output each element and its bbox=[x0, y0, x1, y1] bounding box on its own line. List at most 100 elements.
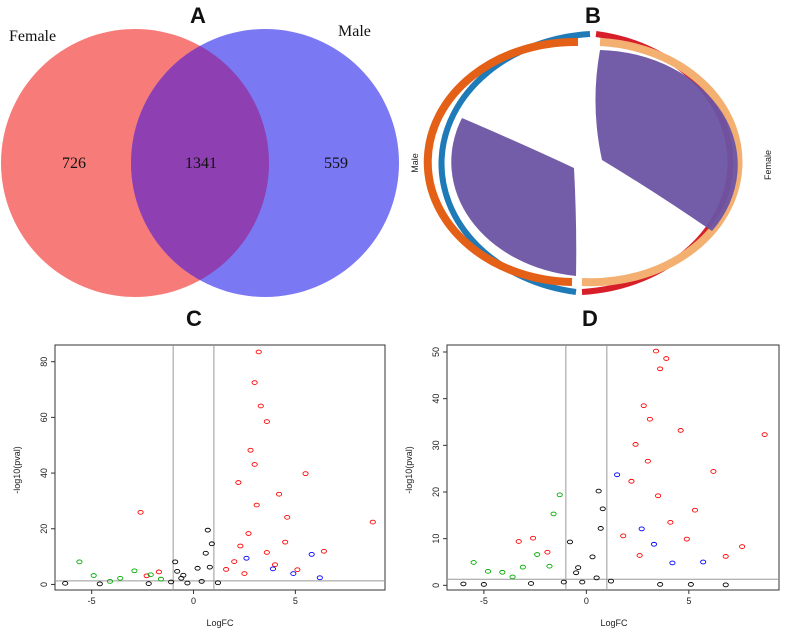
panel-d-point-other bbox=[638, 526, 645, 532]
panel-c-xtick-label: 0 bbox=[191, 596, 196, 606]
panel-c-xtick-label: -5 bbox=[88, 596, 96, 606]
panel-c-point-not-significant bbox=[145, 581, 152, 586]
panel-c-point-up-regulated bbox=[223, 567, 230, 572]
panel-c-point-not-significant bbox=[184, 580, 191, 586]
panel-c-point-not-significant bbox=[62, 580, 69, 586]
panel-c-point-not-significant bbox=[208, 541, 215, 547]
panel-d-point-up-regulated bbox=[628, 478, 635, 484]
panel-c-point-up-regulated bbox=[251, 462, 258, 467]
venn-overlap bbox=[131, 29, 269, 297]
panel-c-point-down-regulated bbox=[157, 576, 164, 582]
panel-d-point-up-regulated bbox=[640, 403, 647, 409]
panel-c-point-up-regulated bbox=[155, 569, 162, 575]
panel-c-point-up-regulated bbox=[143, 573, 150, 579]
panel-c-point-up-regulated bbox=[257, 403, 264, 409]
panel-c-point-up-regulated bbox=[237, 543, 244, 549]
venn-label-male: Male bbox=[338, 23, 371, 40]
chord-label-male: Male bbox=[410, 153, 420, 173]
panel-d-point-up-regulated bbox=[544, 549, 551, 555]
panel-d-point-not-significant bbox=[722, 582, 729, 588]
venn-count-intersection: 1341 bbox=[185, 155, 217, 172]
panel-d-point-not-significant bbox=[579, 579, 586, 585]
panel-d-point-down-regulated bbox=[470, 560, 477, 565]
panel-d-point-down-regulated bbox=[519, 564, 526, 570]
chord-center bbox=[586, 155, 602, 171]
panel-c-ytick-label: 40 bbox=[39, 468, 49, 478]
chord-ribbon-female bbox=[595, 50, 738, 231]
panel-d-point-down-regulated bbox=[550, 511, 557, 517]
panel-d-point-down-regulated bbox=[509, 574, 516, 580]
panel-c-point-other bbox=[243, 555, 250, 561]
panel-c-ytick-label: 0 bbox=[39, 582, 49, 587]
panel-c-axes: -5 0 5 0 20 40 60 80 bbox=[39, 357, 298, 606]
panel-d-point-up-regulated bbox=[530, 535, 537, 541]
panel-c-point-up-regulated bbox=[263, 550, 270, 555]
panel-d-point-not-significant bbox=[593, 575, 600, 581]
panel-d-point-not-significant bbox=[589, 554, 596, 560]
panel-d-point-other bbox=[614, 472, 621, 478]
panel-d-ytick-label: 50 bbox=[431, 347, 441, 357]
panel-d-point-down-regulated bbox=[499, 569, 506, 575]
panel-d-point-up-regulated bbox=[657, 366, 664, 372]
panel-c-point-up-regulated bbox=[251, 380, 258, 385]
panel-d-ytick-label: 40 bbox=[431, 394, 441, 404]
panel-c-point-down-regulated bbox=[90, 573, 97, 578]
panel-d-point-up-regulated bbox=[652, 348, 660, 354]
panel-c-point-not-significant bbox=[206, 564, 213, 570]
chord-inner-arc-male bbox=[423, 37, 579, 286]
panel-c-point-not-significant bbox=[96, 581, 103, 587]
panel-c-point-up-regulated bbox=[137, 509, 144, 515]
panel-c-point-not-significant bbox=[214, 580, 222, 586]
panel-d-point-up-regulated bbox=[691, 507, 699, 513]
panel-c-point-not-significant bbox=[204, 527, 211, 533]
panel-d-point-down-regulated bbox=[534, 552, 541, 557]
panel-c-point-down-regulated bbox=[147, 572, 154, 578]
panel-d-point-not-significant bbox=[480, 582, 487, 587]
panel-d-xtick-label: -5 bbox=[480, 596, 488, 606]
panel-d-point-not-significant bbox=[573, 570, 580, 576]
venn-count-female-only: 726 bbox=[62, 155, 86, 172]
panel-c-xlabel: LogFC bbox=[206, 618, 234, 628]
panel-c-point-down-regulated bbox=[131, 568, 138, 574]
panel-d-point-not-significant bbox=[527, 581, 535, 586]
panel-c-points bbox=[62, 349, 376, 587]
panel-c-point-up-regulated bbox=[302, 471, 309, 476]
panel-c-point-up-regulated bbox=[247, 447, 254, 453]
panel-c-point-up-regulated bbox=[282, 539, 289, 545]
chord-ribbon-male bbox=[451, 118, 577, 276]
panel-d-point-not-significant bbox=[560, 579, 567, 585]
panel-d-points bbox=[460, 348, 768, 588]
panel-c-point-up-regulated bbox=[263, 419, 270, 424]
panel-d-ytick-label: 30 bbox=[431, 440, 441, 450]
panel-c-point-up-regulated bbox=[245, 531, 252, 536]
panel-d-point-not-significant bbox=[599, 506, 606, 512]
panel-c-xtick-label: 5 bbox=[293, 596, 298, 606]
panel-c-point-down-regulated bbox=[76, 559, 83, 565]
panel-d-point-up-regulated bbox=[620, 533, 627, 539]
panel-c-point-up-regulated bbox=[255, 349, 262, 355]
panel-d-point-down-regulated bbox=[546, 563, 553, 569]
panel-a-venn: A Female Male 726 1341 559 bbox=[1, 3, 399, 297]
chord-label-female: Female bbox=[763, 150, 773, 180]
panel-d-point-up-regulated bbox=[710, 469, 717, 474]
panel-c-point-other bbox=[290, 571, 297, 576]
panel-c-plot-frame bbox=[54, 344, 386, 591]
panel-d-point-up-regulated bbox=[761, 432, 768, 437]
panel-d-point-up-regulated bbox=[677, 428, 684, 433]
panel-d-point-not-significant bbox=[595, 488, 602, 494]
panel-d-point-down-regulated bbox=[556, 492, 563, 498]
panel-c-point-up-regulated bbox=[235, 480, 242, 485]
panel-c-point-up-regulated bbox=[231, 559, 238, 564]
panel-c-point-not-significant bbox=[198, 579, 205, 584]
panel-d-ytick-label: 20 bbox=[431, 487, 441, 497]
panel-c-point-not-significant bbox=[180, 572, 187, 578]
panel-d-point-up-regulated bbox=[655, 493, 662, 499]
panel-c-letter: C bbox=[186, 306, 202, 331]
panel-d-point-up-regulated bbox=[739, 544, 746, 549]
venn-label-female: Female bbox=[9, 28, 56, 45]
panel-d-ytick-label: 0 bbox=[431, 583, 441, 588]
panel-d-point-up-regulated bbox=[644, 458, 651, 464]
panel-c-point-up-regulated bbox=[241, 571, 248, 576]
